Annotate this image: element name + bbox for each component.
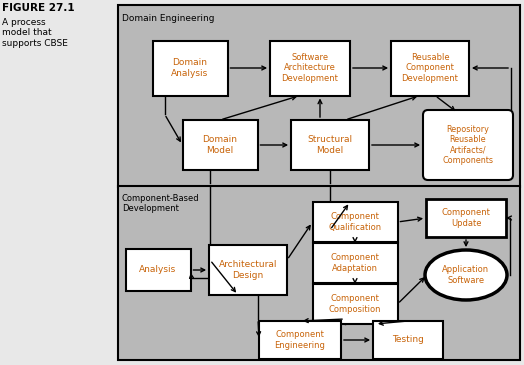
- Text: Reusable
Component
Development: Reusable Component Development: [401, 53, 458, 83]
- Text: Component-Based
Development: Component-Based Development: [122, 194, 200, 214]
- FancyBboxPatch shape: [291, 120, 369, 170]
- Text: Domain
Model: Domain Model: [202, 135, 237, 155]
- FancyBboxPatch shape: [312, 243, 398, 283]
- Text: Testing: Testing: [392, 335, 424, 345]
- FancyBboxPatch shape: [118, 5, 520, 187]
- Text: FIGURE 27.1: FIGURE 27.1: [2, 3, 74, 13]
- Text: Component
Adaptation: Component Adaptation: [331, 253, 379, 273]
- Text: Component
Update: Component Update: [442, 208, 490, 228]
- FancyBboxPatch shape: [182, 120, 257, 170]
- Text: Component
Composition: Component Composition: [329, 294, 381, 314]
- Text: Component
Engineering: Component Engineering: [275, 330, 325, 350]
- Text: A process
model that
supports CBSE: A process model that supports CBSE: [2, 18, 68, 48]
- Text: Architectural
Design: Architectural Design: [219, 260, 277, 280]
- Ellipse shape: [425, 250, 507, 300]
- Text: Domain Engineering: Domain Engineering: [122, 14, 214, 23]
- FancyBboxPatch shape: [270, 41, 350, 96]
- Text: Software
Architecture
Development: Software Architecture Development: [281, 53, 339, 83]
- FancyBboxPatch shape: [391, 41, 469, 96]
- FancyBboxPatch shape: [209, 245, 287, 295]
- FancyBboxPatch shape: [312, 284, 398, 324]
- FancyBboxPatch shape: [118, 186, 520, 360]
- FancyBboxPatch shape: [373, 321, 443, 359]
- Text: Repository
Reusable
Artifacts/
Components: Repository Reusable Artifacts/ Component…: [442, 125, 494, 165]
- FancyBboxPatch shape: [423, 110, 513, 180]
- FancyBboxPatch shape: [259, 321, 341, 359]
- Text: Analysis: Analysis: [139, 265, 177, 274]
- Text: Domain
Analysis: Domain Analysis: [171, 58, 209, 78]
- FancyBboxPatch shape: [152, 41, 227, 96]
- Text: Component
Qualification: Component Qualification: [329, 212, 381, 232]
- FancyBboxPatch shape: [312, 202, 398, 242]
- Text: Application
Software: Application Software: [442, 265, 489, 285]
- FancyBboxPatch shape: [426, 199, 506, 237]
- FancyBboxPatch shape: [126, 249, 191, 291]
- Text: Structural
Model: Structural Model: [308, 135, 353, 155]
